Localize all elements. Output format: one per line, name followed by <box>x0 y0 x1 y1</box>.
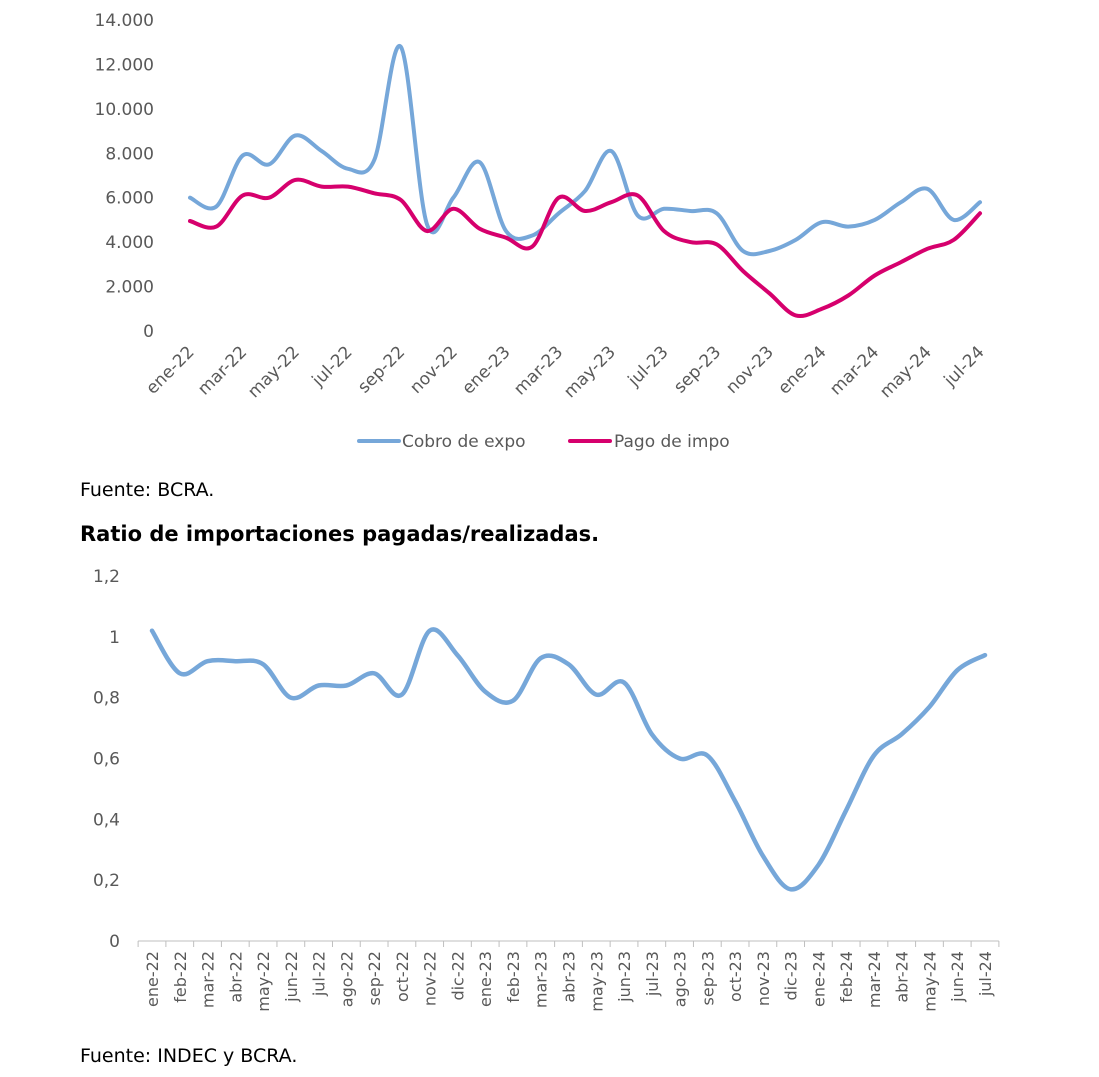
x-tick-label: jul-22 <box>308 342 357 391</box>
x-tick-label: may-22 <box>244 342 304 402</box>
x-tick-label: mar-24 <box>865 951 884 1008</box>
x-tick-label: feb-23 <box>504 951 523 1003</box>
x-tick-label: jul-23 <box>624 342 673 391</box>
x-tick-label: sep-22 <box>365 951 384 1005</box>
y-tick-label: 12.000 <box>95 55 154 75</box>
x-tick-label: jul-22 <box>310 951 329 997</box>
x-tick-label: ene-22 <box>143 951 162 1007</box>
y-tick-label: 1 <box>109 628 120 648</box>
chart-ratio-importaciones: 0 0,2 0,4 0,6 0,8 1 1,2 ene-22 feb-22 mar-22 abr-2… <box>93 567 1000 1012</box>
y-tick-label: 14.000 <box>95 11 154 31</box>
y-tick-label: 0 <box>143 322 154 342</box>
x-tick-label: sep-23 <box>670 342 725 397</box>
y-tick-label: 1,2 <box>93 567 120 587</box>
x-tick-label: mar-24 <box>826 342 883 399</box>
y-tick-label: 8.000 <box>105 144 154 164</box>
chart-cobro-expo-pago-impo: 0 2.000 4.000 6.000 8.000 10.000 12.000 14.000 e… <box>95 11 989 452</box>
chart-2-title: Ratio de importaciones pagadas/realizada… <box>80 522 600 546</box>
legend-label-1: Cobro de expo <box>402 432 526 452</box>
x-tick-label: ene-23 <box>476 951 495 1007</box>
x-tick-label: abr-24 <box>893 951 912 1003</box>
x-tick-label: nov-22 <box>406 342 462 398</box>
x-tick-label: jul-24 <box>976 951 995 997</box>
x-tick-label: dic-23 <box>782 951 801 1001</box>
x-tick-label: nov-22 <box>421 951 440 1006</box>
x-tick-label: mar-22 <box>194 342 251 399</box>
x-tick-label: jun-24 <box>948 951 967 1003</box>
legend-label-2: Pago de impo <box>614 432 730 452</box>
x-tick-label: may-22 <box>254 951 273 1012</box>
series-line-ratio <box>149 627 988 892</box>
x-tick-label: mar-23 <box>510 342 567 399</box>
x-tick-label: may-24 <box>876 342 936 402</box>
y-tick-label: 0,4 <box>93 810 120 830</box>
x-tick-label: feb-24 <box>837 951 856 1003</box>
x-tick-label: sep-23 <box>698 951 717 1005</box>
y-tick-label: 0,6 <box>93 750 120 770</box>
x-tick-label: ene-24 <box>774 342 830 398</box>
x-tick-label: nov-23 <box>722 342 778 398</box>
x-tick-label: abr-22 <box>226 951 245 1003</box>
y-tick-label: 0,2 <box>93 871 120 891</box>
x-tick-label: jun-23 <box>615 951 634 1003</box>
y-tick-label: 10.000 <box>95 100 154 120</box>
y-tick-label: 2.000 <box>105 278 154 298</box>
y-tick-label: 0 <box>109 932 120 952</box>
x-tick-label: abr-23 <box>560 951 579 1003</box>
y-tick-label: 0,8 <box>93 689 120 709</box>
x-tick-label: ago-22 <box>337 951 356 1007</box>
x-tick-label: jul-24 <box>940 342 989 391</box>
x-tick-label: oct-22 <box>393 951 412 1002</box>
x-tick-label: ene-24 <box>809 951 828 1007</box>
x-tick-label: dic-22 <box>448 951 467 1001</box>
series-line-2 <box>188 177 982 318</box>
source-note-1: Fuente: BCRA. <box>80 479 215 501</box>
x-tick-label: mar-23 <box>532 951 551 1008</box>
x-tick-label: nov-23 <box>754 951 773 1006</box>
x-tick-label: ene-22 <box>142 342 198 398</box>
x-tick-label: jun-22 <box>282 951 301 1003</box>
y-tick-label: 6.000 <box>105 189 154 209</box>
x-tick-label: sep-22 <box>354 342 409 397</box>
series-line-1 <box>188 44 982 257</box>
x-tick-label: may-24 <box>920 951 939 1012</box>
x-tick-label: ene-23 <box>458 342 514 398</box>
x-tick-label: oct-23 <box>726 951 745 1002</box>
x-tick-label: may-23 <box>587 951 606 1012</box>
x-tick-label: mar-22 <box>199 951 218 1008</box>
x-tick-label: ago-23 <box>671 951 690 1007</box>
x-tick-label: feb-22 <box>171 951 190 1003</box>
x-tick-label: may-23 <box>560 342 620 402</box>
y-tick-label: 4.000 <box>105 233 154 253</box>
source-note-2: Fuente: INDEC y BCRA. <box>80 1045 298 1067</box>
x-tick-label: jul-23 <box>643 951 662 997</box>
